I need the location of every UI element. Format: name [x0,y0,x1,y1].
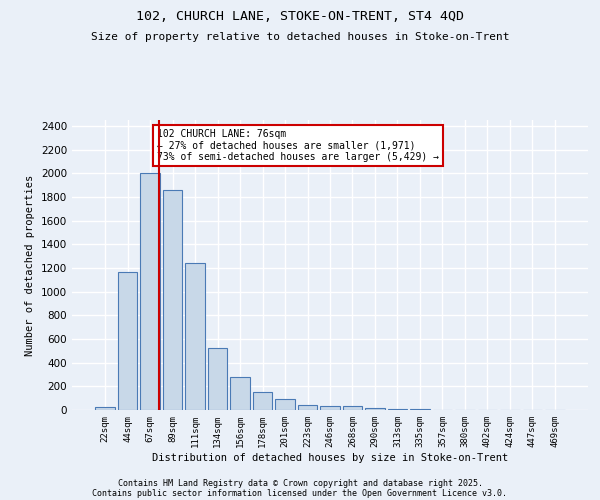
Y-axis label: Number of detached properties: Number of detached properties [25,174,35,356]
Bar [95,407,115,410]
Bar [320,406,340,410]
Bar [365,408,385,410]
Bar [275,400,295,410]
Text: Contains public sector information licensed under the Open Government Licence v3: Contains public sector information licen… [92,488,508,498]
Text: 102, CHURCH LANE, STOKE-ON-TRENT, ST4 4QD: 102, CHURCH LANE, STOKE-ON-TRENT, ST4 4Q… [136,10,464,23]
Bar [163,190,182,410]
X-axis label: Distribution of detached houses by size in Stoke-on-Trent: Distribution of detached houses by size … [152,452,508,462]
Bar [185,263,205,410]
Text: 102 CHURCH LANE: 76sqm
← 27% of detached houses are smaller (1,971)
73% of semi-: 102 CHURCH LANE: 76sqm ← 27% of detached… [157,128,439,162]
Bar [140,174,160,410]
Bar [298,404,317,410]
Text: Contains HM Land Registry data © Crown copyright and database right 2025.: Contains HM Land Registry data © Crown c… [118,478,482,488]
Bar [343,406,362,410]
Bar [230,378,250,410]
Bar [253,392,272,410]
Bar [388,409,407,410]
Text: Size of property relative to detached houses in Stoke-on-Trent: Size of property relative to detached ho… [91,32,509,42]
Bar [118,272,137,410]
Bar [208,348,227,410]
